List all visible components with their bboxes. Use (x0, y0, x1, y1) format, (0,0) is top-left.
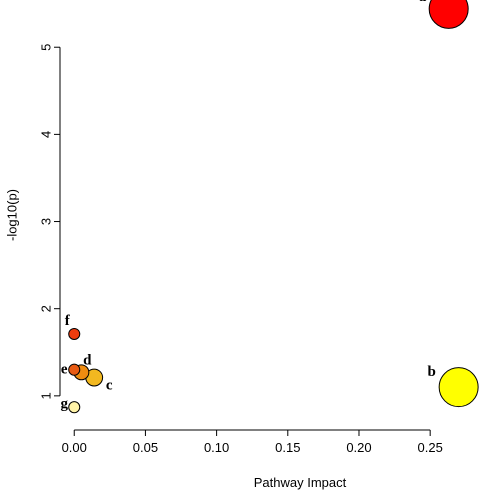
y-tick-label: 3 (39, 218, 54, 225)
data-point-g (68, 401, 81, 414)
y-tick-label: 1 (39, 392, 54, 399)
x-tick-label: 0.10 (204, 440, 229, 455)
x-tick-label: 0.25 (418, 440, 443, 455)
point-label-d: d (83, 352, 92, 368)
x-axis-title: Pathway Impact (254, 475, 347, 490)
point-label-g: g (60, 396, 68, 412)
y-tick-label: 2 (39, 305, 54, 312)
point-label-c: c (106, 378, 113, 394)
data-point-f (68, 327, 81, 340)
data-points (68, 0, 479, 414)
point-label-b: b (427, 364, 435, 380)
y-tick-label: 4 (39, 131, 54, 138)
y-tick-label: 5 (39, 44, 54, 51)
x-tick-label: 0.15 (275, 440, 300, 455)
point-label-f: f (65, 313, 71, 329)
point-label-e: e (61, 362, 68, 378)
data-point-b (438, 367, 479, 408)
x-tick-label: 0.05 (133, 440, 158, 455)
point-label-a: a (419, 0, 427, 5)
x-tick-label: 0.20 (346, 440, 371, 455)
data-point-a (428, 0, 469, 29)
y-axis-title: -log10(p) (5, 189, 20, 241)
axes: 0.00 0.05 0.10 0.15 0.20 0.25 1 2 3 4 5 (39, 44, 443, 455)
x-tick-label: 0.00 (62, 440, 87, 455)
point-labels: a b cde f g (60, 0, 435, 412)
data-point-e (68, 363, 81, 376)
